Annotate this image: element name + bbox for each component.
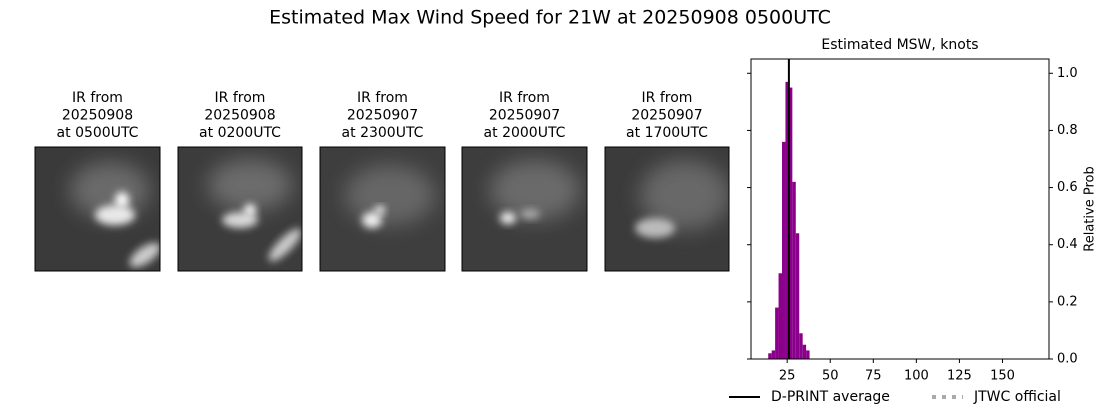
x-tick-label: 75 bbox=[865, 369, 882, 384]
ir-images bbox=[34, 146, 730, 272]
figure-title: Estimated Max Wind Speed for 21W at 2025… bbox=[269, 7, 831, 29]
bar bbox=[775, 307, 779, 359]
panel-title: IR from bbox=[357, 90, 408, 106]
panel-title: at 0200UTC bbox=[199, 125, 281, 141]
x-tick-label: 125 bbox=[947, 369, 972, 384]
x-tick-label: 25 bbox=[779, 369, 796, 384]
panel-title: at 2300UTC bbox=[342, 125, 424, 141]
bar bbox=[768, 353, 772, 359]
bar bbox=[806, 350, 810, 359]
panel-title: IR from bbox=[215, 90, 266, 106]
bar bbox=[799, 333, 803, 359]
bar bbox=[802, 344, 807, 359]
panel-title: 20250908 bbox=[204, 108, 275, 124]
x-tick-label: 150 bbox=[990, 369, 1015, 384]
panel-title: IR from bbox=[642, 90, 693, 106]
ir-image bbox=[178, 147, 302, 271]
panel-title: 20250908 bbox=[62, 108, 133, 124]
panel-title: at 0500UTC bbox=[57, 125, 139, 141]
bar bbox=[788, 87, 793, 360]
ir-image bbox=[35, 147, 160, 271]
y-tick-label: 1.0 bbox=[1057, 66, 1078, 81]
bar bbox=[778, 273, 783, 359]
panel-title: 20250907 bbox=[489, 108, 560, 124]
ir-image bbox=[462, 147, 587, 271]
panel-title: at 1700UTC bbox=[626, 125, 708, 141]
y-tick-label: 0.4 bbox=[1057, 237, 1078, 252]
legend-label: JTWC official bbox=[973, 389, 1061, 405]
bar bbox=[785, 81, 789, 359]
bar bbox=[792, 181, 796, 359]
x-tick-label: 100 bbox=[904, 369, 929, 384]
bar bbox=[771, 350, 776, 359]
panel-title: IR from bbox=[72, 90, 123, 106]
bar bbox=[795, 233, 800, 359]
chart-title: Estimated MSW, knots bbox=[821, 37, 978, 53]
y-tick-label: 0.0 bbox=[1057, 352, 1078, 367]
y-tick-label: 0.8 bbox=[1057, 123, 1078, 138]
panel-title: IR from bbox=[499, 90, 550, 106]
ir-image bbox=[320, 147, 445, 271]
legend-label: D-PRINT average bbox=[771, 389, 890, 405]
y-tick-label: 0.6 bbox=[1057, 180, 1078, 195]
panel-title: 20250907 bbox=[631, 108, 702, 124]
bar bbox=[782, 141, 786, 359]
ir-image bbox=[605, 147, 729, 271]
x-tick-label: 50 bbox=[822, 369, 839, 384]
y-tick-label: 0.2 bbox=[1057, 294, 1078, 309]
panel-title: at 2000UTC bbox=[484, 125, 566, 141]
y-axis-label: Relative Prob bbox=[1083, 166, 1098, 251]
plot-frame bbox=[750, 58, 1050, 360]
panel-title: 20250907 bbox=[347, 108, 418, 124]
